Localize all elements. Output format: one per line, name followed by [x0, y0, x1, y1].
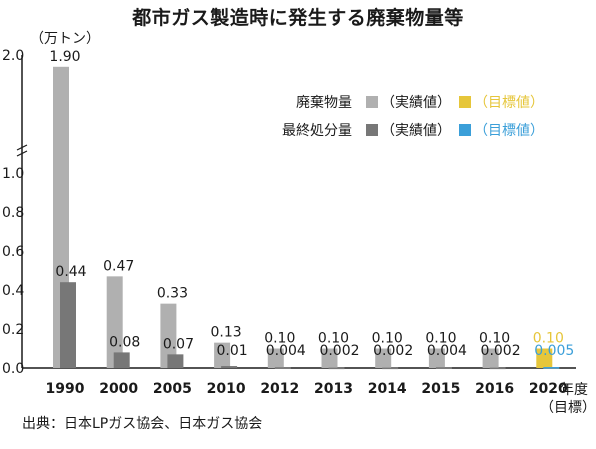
x-tick-label: 2020	[529, 381, 568, 397]
data-label-final-disposal: 0.01	[217, 343, 248, 359]
data-label-waste: 0.10	[425, 331, 456, 347]
bar-final-disposal	[382, 367, 399, 370]
x-tick-label: 2013	[314, 381, 353, 397]
y-tick-label: 0.8	[2, 205, 24, 221]
data-label-final-disposal: 0.07	[163, 336, 194, 352]
data-label-waste: 0.10	[479, 331, 510, 347]
legend-swatch-target	[459, 124, 471, 136]
bar-waste	[482, 348, 499, 368]
bar-final-disposal	[221, 366, 238, 368]
bar-waste	[106, 276, 123, 368]
bar-final-disposal	[489, 367, 506, 370]
x-tick-label: 2015	[421, 381, 460, 397]
x-tick-label: 2016	[475, 381, 514, 397]
x-tick-label: 2000	[99, 381, 138, 397]
legend-swatch-actual	[366, 96, 378, 108]
data-label-final-disposal: 0.002	[373, 343, 413, 359]
y-axis-unit: （万トン）	[30, 31, 100, 47]
y-tick-label: 0.6	[2, 244, 24, 260]
bar-waste	[160, 303, 177, 368]
y-tick-label: 1.0	[2, 166, 24, 182]
legend-target-text: （目標値）	[474, 95, 544, 111]
x-tick-label: 2010	[207, 381, 246, 397]
data-label-waste: 0.13	[211, 325, 242, 341]
y-tick-label: 0.0	[2, 361, 24, 377]
data-label-final-disposal: 0.005	[534, 343, 574, 359]
x-tick-label: 2005	[153, 381, 192, 397]
legend-swatch-target	[459, 96, 471, 108]
data-label-waste: 0.10	[264, 331, 295, 347]
bar-final-disposal	[113, 352, 130, 368]
data-label-waste: 0.10	[533, 331, 564, 347]
x-axis-unit: 年度	[560, 382, 588, 398]
axis-break-mark	[16, 150, 28, 157]
data-label-final-disposal: 0.004	[427, 343, 467, 359]
data-label-waste: 0.47	[103, 258, 134, 274]
y-tick-label: 2.0	[2, 48, 24, 64]
data-label-waste: 1.90	[49, 49, 80, 65]
bar-waste	[214, 342, 231, 368]
bar-final-disposal	[60, 282, 76, 368]
x-tick-label: 1990	[46, 381, 85, 397]
y-tick-label: 0.4	[2, 283, 24, 299]
legend-actual-text: （実績値）	[381, 95, 451, 111]
axis-break-mark	[16, 144, 28, 151]
source-note: 出典：日本LPガス協会、日本ガス協会	[22, 416, 263, 432]
x-tick-label: 2012	[260, 381, 299, 397]
y-tick-label: 0.2	[2, 322, 24, 338]
legend-label: 最終処分量	[282, 123, 352, 139]
legend-row-waste: 廃棄物量 （実績値） （目標値）	[296, 92, 552, 112]
data-label-final-disposal: 0.08	[109, 334, 140, 350]
data-label-waste: 0.10	[318, 331, 349, 347]
data-label-final-disposal: 0.44	[55, 264, 86, 280]
bar-final-disposal	[328, 367, 345, 370]
legend-target-text: （目標値）	[474, 123, 544, 139]
legend-row-final: 最終処分量 （実績値） （目標値）	[282, 120, 552, 140]
legend-swatch-actual	[366, 124, 378, 136]
bar-final-disposal	[543, 367, 560, 369]
bar-final-disposal	[435, 367, 452, 369]
bar-waste	[375, 348, 392, 368]
x-tick-label: 2014	[368, 381, 407, 397]
bar-waste	[321, 348, 338, 368]
bar-waste	[536, 348, 553, 368]
data-label-waste: 0.10	[372, 331, 403, 347]
legend-label: 廃棄物量	[296, 95, 352, 111]
data-label-final-disposal: 0.002	[481, 343, 521, 359]
data-label-waste: 0.33	[157, 286, 188, 302]
bar-final-disposal	[167, 354, 184, 368]
legend-actual-text: （実績値）	[381, 123, 451, 139]
bar-waste	[267, 348, 284, 368]
data-label-final-disposal: 0.004	[266, 343, 306, 359]
target-note: （目標）	[540, 400, 596, 416]
data-label-final-disposal: 0.002	[319, 343, 359, 359]
bar-waste	[428, 348, 445, 368]
bar-final-disposal	[274, 367, 291, 369]
chart-title: 都市ガス製造時に発生する廃棄物量等	[132, 7, 464, 29]
